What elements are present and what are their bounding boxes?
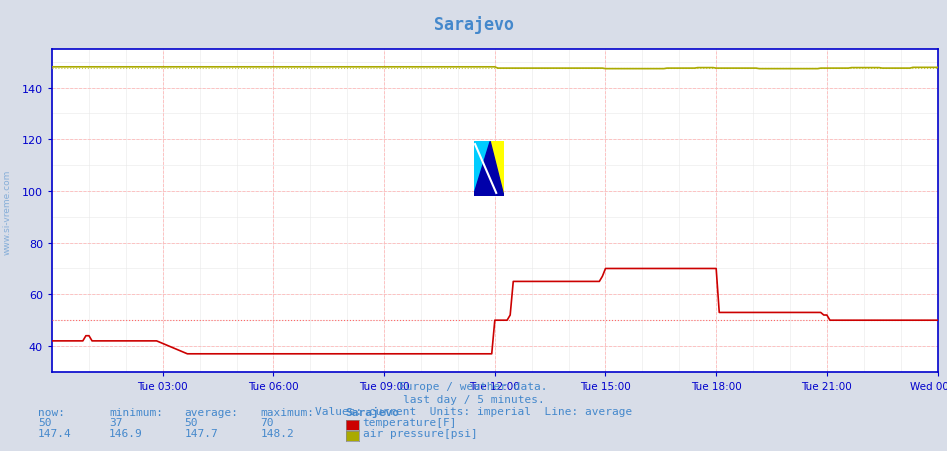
Polygon shape — [474, 142, 491, 196]
Polygon shape — [474, 142, 504, 196]
Text: 70: 70 — [260, 418, 274, 428]
Text: minimum:: minimum: — [109, 407, 163, 417]
Text: maximum:: maximum: — [260, 407, 314, 417]
Text: 147.7: 147.7 — [185, 428, 219, 438]
Text: Sarajevo: Sarajevo — [434, 16, 513, 34]
Text: 50: 50 — [185, 418, 198, 428]
Text: now:: now: — [38, 407, 65, 417]
Text: www.si-vreme.com: www.si-vreme.com — [3, 170, 12, 254]
Text: temperature[F]: temperature[F] — [363, 418, 457, 428]
Text: 146.9: 146.9 — [109, 428, 143, 438]
Text: last day / 5 minutes.: last day / 5 minutes. — [402, 394, 545, 404]
Polygon shape — [474, 142, 504, 196]
Text: Values: current  Units: imperial  Line: average: Values: current Units: imperial Line: av… — [314, 406, 633, 416]
Text: 148.2: 148.2 — [260, 428, 295, 438]
Text: 37: 37 — [109, 418, 122, 428]
Text: 50: 50 — [38, 418, 51, 428]
Text: Sarajevo: Sarajevo — [346, 406, 400, 417]
Text: 147.4: 147.4 — [38, 428, 72, 438]
Text: air pressure[psi]: air pressure[psi] — [363, 428, 477, 438]
Text: Europe / weather data.: Europe / weather data. — [400, 381, 547, 391]
Text: average:: average: — [185, 407, 239, 417]
